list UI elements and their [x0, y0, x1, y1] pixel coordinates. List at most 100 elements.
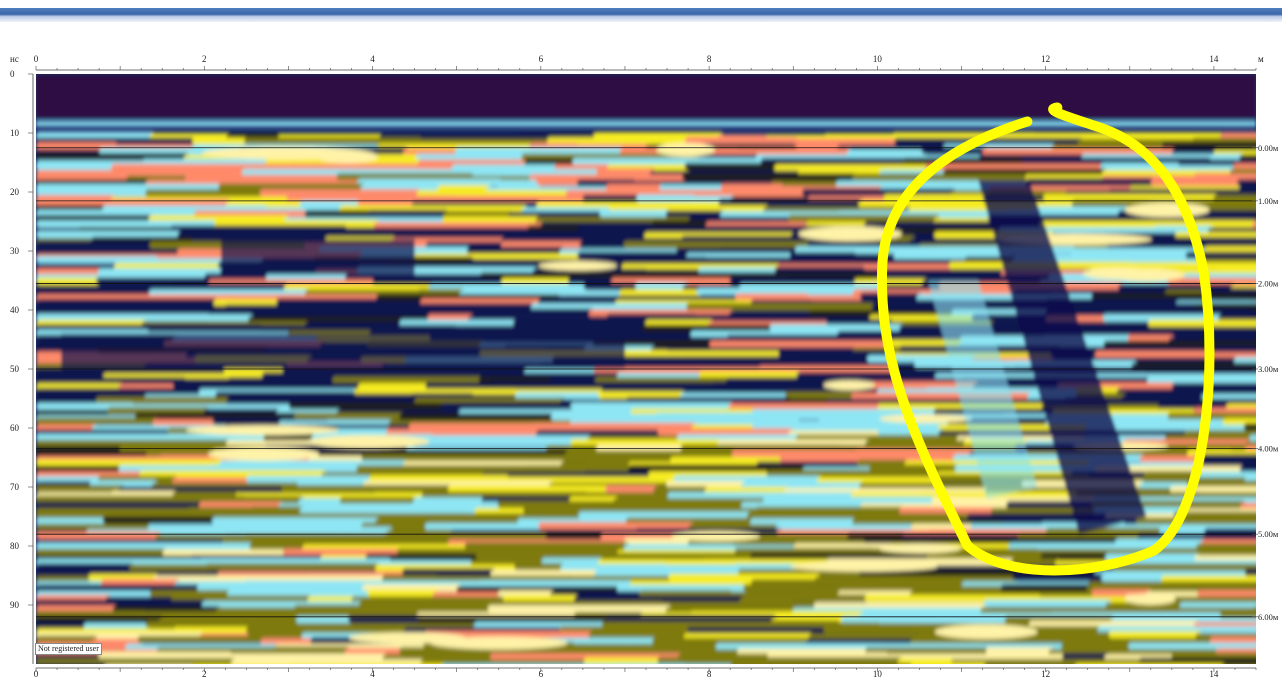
x-tick-label: 2 [202, 54, 207, 64]
reflection-band [353, 324, 459, 333]
reflection-band [546, 137, 691, 145]
x-tick-label-bottom: 6 [539, 669, 544, 678]
reflection-band [1036, 303, 1200, 311]
reflection-band [1116, 388, 1203, 396]
reflection-band [181, 542, 256, 550]
reflection-band [173, 283, 290, 291]
reflection-band [684, 162, 781, 171]
reflection-band [1201, 454, 1256, 462]
radargram-plot-area [36, 74, 1256, 664]
reflection-band [1076, 663, 1225, 664]
reflection-band [212, 417, 285, 425]
reflection-band [605, 485, 660, 493]
reflection-band [610, 413, 661, 421]
bright-reflection [879, 543, 962, 554]
reflection-band [659, 601, 820, 610]
reflection-band [851, 173, 1031, 181]
reflection-band [36, 417, 159, 425]
x-tick-label-bottom: 4 [370, 669, 375, 678]
reflection-band [457, 230, 590, 238]
top-zone-line [36, 104, 1256, 106]
reflection-band [36, 517, 109, 525]
anomaly-zone [221, 239, 415, 275]
reflection-band [623, 537, 694, 546]
reflection-band [514, 563, 567, 571]
reflection-band [1252, 288, 1256, 296]
reflection-band [455, 147, 626, 155]
reflection-band [982, 148, 1122, 156]
reflection-band [177, 231, 337, 239]
reflection-band [1233, 163, 1256, 171]
reflection-band [36, 563, 136, 571]
bright-reflection [798, 226, 903, 242]
reflection-band [204, 563, 381, 571]
reflection-band [447, 485, 612, 493]
x-tick-label: 6 [539, 54, 544, 64]
reflection-band [464, 542, 630, 550]
reflection-band [734, 293, 810, 301]
reflection-band [441, 652, 496, 661]
reflection-band [365, 553, 482, 562]
reflection-band [425, 382, 494, 390]
reflection-band [1131, 362, 1256, 370]
reflection-band [952, 617, 1011, 625]
reflection-band [628, 464, 809, 472]
reflection-band [404, 454, 593, 462]
reflection-band [231, 659, 427, 664]
reflection-band [36, 131, 156, 139]
top-zone-line [36, 112, 1256, 114]
reflection-band [177, 495, 247, 503]
reflection-band [249, 542, 309, 551]
reflection-band [585, 465, 634, 473]
reflection-band [606, 313, 699, 321]
reflection-band [1148, 319, 1256, 327]
reflection-band [263, 434, 318, 442]
reflection-band [224, 304, 375, 312]
reflection-band [36, 298, 220, 306]
reflection-band [289, 663, 446, 664]
reflection-band [332, 376, 485, 384]
reflection-band [36, 605, 119, 613]
reflection-band [651, 220, 712, 228]
reflection-band [841, 616, 959, 624]
reflection-band [36, 616, 165, 624]
reflection-band [36, 501, 205, 510]
reflection-band [1146, 377, 1256, 385]
reflection-band [911, 662, 989, 664]
reflection-band [140, 658, 237, 664]
reflection-band [858, 575, 1019, 583]
bright-reflection [789, 561, 938, 572]
reflection-band [1255, 430, 1256, 433]
reflection-band [1025, 178, 1157, 186]
reflection-band [334, 533, 388, 541]
reflection-band [1209, 636, 1256, 644]
x-unit-label: м [1258, 54, 1264, 64]
reflection-band [787, 214, 940, 222]
reflection-band [95, 396, 233, 405]
reflection-band [562, 553, 756, 561]
reflection-band [298, 382, 364, 390]
reflection-band [36, 313, 211, 321]
reflection-band [1239, 465, 1256, 473]
reflection-band [215, 391, 356, 399]
reflection-band [1000, 584, 1093, 592]
reflection-band [196, 584, 369, 592]
window-header-bar [0, 8, 1282, 22]
reflection-band [859, 269, 1007, 277]
reflection-band [245, 626, 410, 635]
reflection-band [415, 153, 528, 162]
reflection-band [595, 381, 717, 390]
reflection-band [428, 283, 590, 291]
reflection-band [1170, 330, 1235, 339]
reflection-band [440, 402, 577, 410]
reflection-band [732, 663, 915, 664]
reflection-band [686, 627, 830, 635]
reflection-band [623, 241, 814, 249]
reflection-band [424, 523, 545, 531]
reflection-band [152, 419, 219, 427]
reflection-band [823, 133, 898, 141]
reflection-band [1197, 590, 1256, 598]
reflection-band [36, 599, 208, 607]
reflection-band [794, 246, 940, 254]
